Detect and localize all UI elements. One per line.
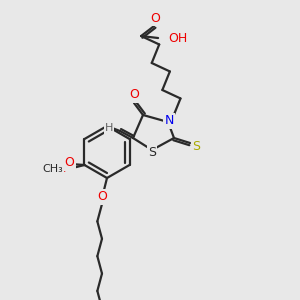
Text: OH: OH [168, 32, 187, 44]
Text: N: N [164, 115, 174, 128]
Text: O: O [97, 190, 107, 203]
Text: O: O [64, 157, 74, 169]
Text: O: O [150, 11, 160, 25]
Text: O: O [129, 88, 139, 101]
Text: O: O [58, 161, 68, 175]
Text: S: S [148, 146, 156, 158]
Text: H: H [105, 123, 113, 133]
Text: S: S [192, 140, 200, 152]
Text: CH₃: CH₃ [42, 164, 63, 174]
